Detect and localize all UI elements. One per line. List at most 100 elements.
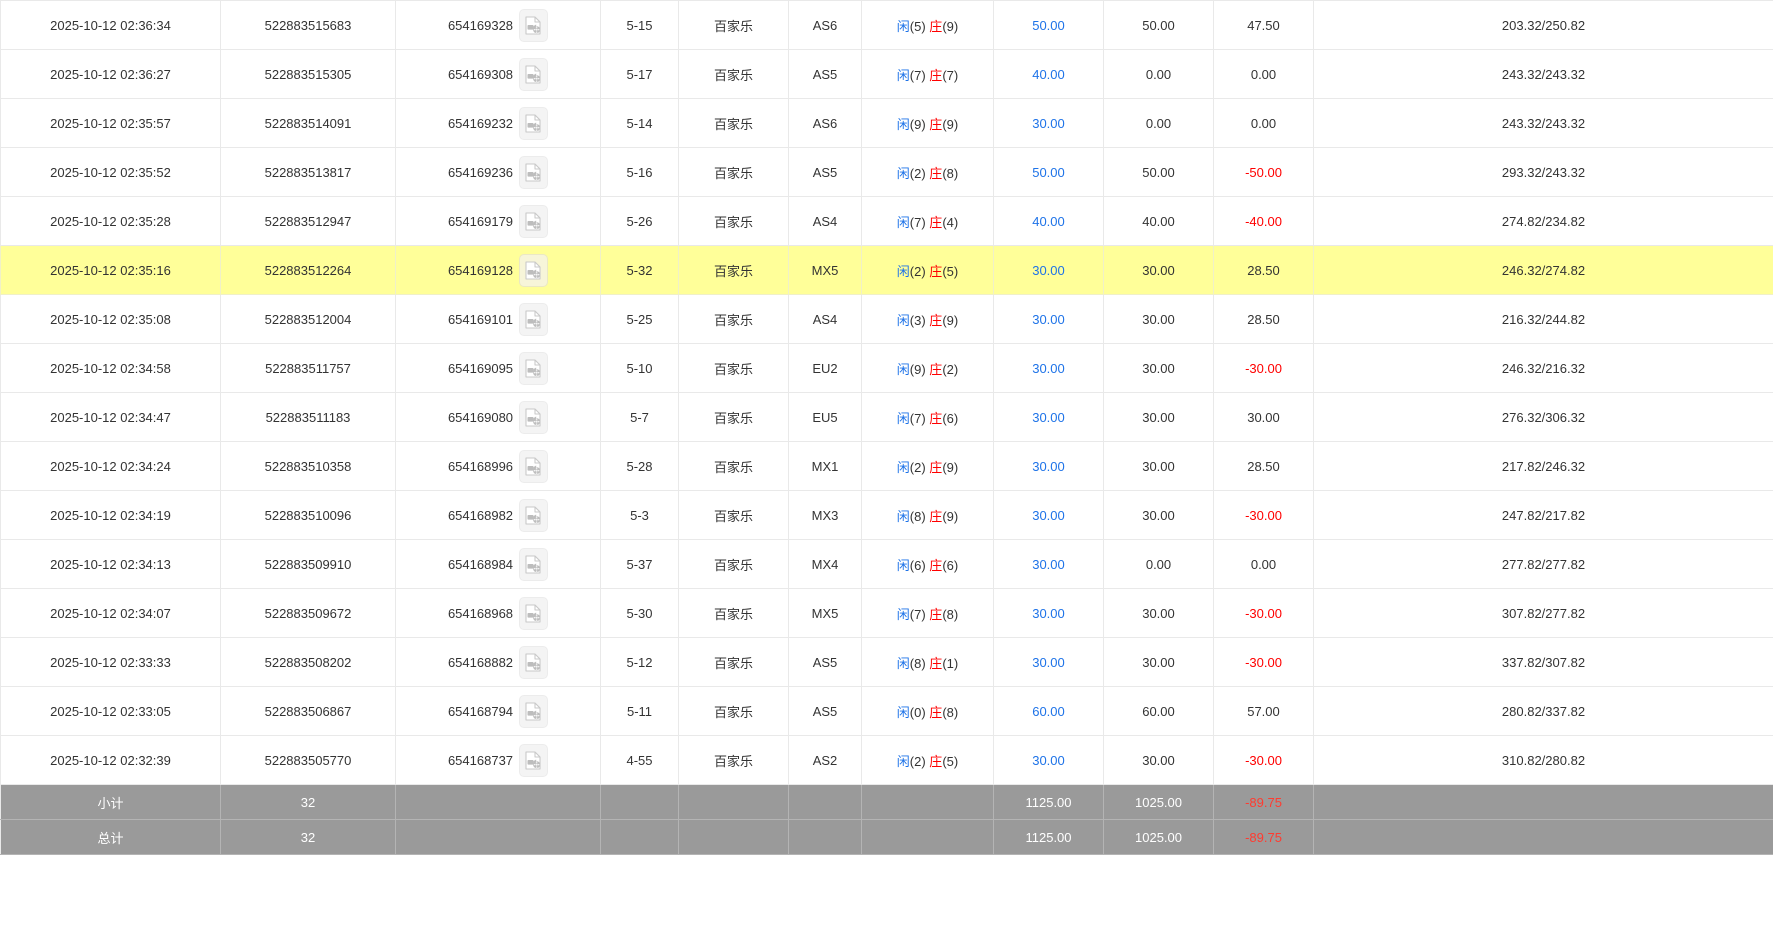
banker-points: (9) (942, 312, 959, 328)
banker-points: (8) (942, 704, 959, 720)
cell-valid-amount: 30.00 (1103, 343, 1214, 393)
video-replay-icon[interactable] (519, 57, 549, 91)
cell-balance: 307.82/277.82 (1313, 588, 1773, 638)
video-replay-icon[interactable] (519, 106, 549, 140)
player-points: (5) (909, 18, 930, 34)
banker-label: 庄 (929, 753, 943, 769)
cell-valid-amount: 40.00 (1103, 196, 1214, 246)
cell-bet-time: 2025-10-12 02:35:16 (0, 245, 221, 295)
video-replay-icon[interactable] (519, 302, 549, 336)
cell-table-code: AS5 (788, 147, 862, 197)
video-replay-icon[interactable] (519, 253, 549, 287)
cell-result: 闲(2) 庄(8) (861, 147, 994, 197)
cell-bet-time: 2025-10-12 02:35:57 (0, 98, 221, 148)
table-row[interactable]: 2025-10-12 02:34:19 522883510096 6541689… (0, 490, 1773, 540)
banker-points: (5) (942, 263, 959, 279)
round-id-text: 654169232 (447, 115, 514, 131)
video-replay-icon[interactable] (519, 155, 549, 189)
round-id-text: 654168968 (447, 605, 514, 621)
cell-bet-time: 2025-10-12 02:34:19 (0, 490, 221, 540)
table-row[interactable]: 2025-10-12 02:33:05 522883506867 6541687… (0, 686, 1773, 736)
round-id-text: 654169101 (447, 311, 514, 327)
video-replay-icon[interactable] (519, 351, 549, 385)
video-replay-icon[interactable] (519, 645, 549, 679)
cell-bet-id: 522883511183 (220, 392, 396, 442)
table-row[interactable]: 2025-10-12 02:35:57 522883514091 6541692… (0, 98, 1773, 148)
cell-shoe-round: 5-11 (600, 686, 679, 736)
video-replay-icon[interactable] (519, 547, 549, 581)
video-replay-icon[interactable] (519, 204, 549, 238)
table-row[interactable]: 2025-10-12 02:35:28 522883512947 6541691… (0, 196, 1773, 246)
cell-payout: 0.00 (1213, 49, 1314, 99)
cell-shoe-round: 5-15 (600, 0, 679, 50)
cell-bet-id: 522883512947 (220, 196, 396, 246)
round-id-text: 654169179 (447, 213, 514, 229)
round-id-text: 654169128 (447, 262, 514, 278)
banker-label: 庄 (929, 18, 943, 34)
cell-valid-amount: 0.00 (1103, 49, 1214, 99)
cell-shoe-round: 5-28 (600, 441, 679, 491)
banker-label: 庄 (929, 704, 943, 720)
cell-result: 闲(8) 庄(9) (861, 490, 994, 540)
cell-round-id: 654168982 (395, 490, 601, 540)
summary-count: 32 (220, 784, 396, 820)
summary-blank-shoe (600, 819, 679, 855)
cell-payout: -50.00 (1213, 147, 1314, 197)
table-row[interactable]: 2025-10-12 02:33:33 522883508202 6541688… (0, 637, 1773, 687)
cell-table-code: AS6 (788, 98, 862, 148)
banker-label: 庄 (929, 361, 943, 377)
table-row[interactable]: 2025-10-12 02:34:24 522883510358 6541689… (0, 441, 1773, 491)
summary-payout: -89.75 (1213, 819, 1314, 855)
table-row[interactable]: 2025-10-12 02:32:39 522883505770 6541687… (0, 735, 1773, 785)
video-replay-icon[interactable] (519, 743, 549, 777)
cell-game-type: 百家乐 (678, 0, 789, 50)
cell-balance: 246.32/274.82 (1313, 245, 1773, 295)
round-id-text: 654169080 (447, 409, 514, 425)
table-row[interactable]: 2025-10-12 02:36:34 522883515683 6541693… (0, 0, 1773, 50)
cell-game-type: 百家乐 (678, 343, 789, 393)
cell-result: 闲(6) 庄(6) (861, 539, 994, 589)
cell-table-code: AS4 (788, 196, 862, 246)
video-replay-icon[interactable] (519, 8, 549, 42)
banker-points: (8) (942, 165, 959, 181)
cell-round-id: 654169232 (395, 98, 601, 148)
cell-bet-amount: 50.00 (993, 0, 1104, 50)
cell-round-id: 654168794 (395, 686, 601, 736)
video-replay-icon[interactable] (519, 596, 549, 630)
player-label: 闲 (896, 655, 910, 671)
summary-payout: -89.75 (1213, 784, 1314, 820)
cell-bet-amount: 30.00 (993, 392, 1104, 442)
video-replay-icon[interactable] (519, 694, 549, 728)
table-row[interactable]: 2025-10-12 02:34:47 522883511183 6541690… (0, 392, 1773, 442)
player-label: 闲 (896, 361, 910, 377)
cell-shoe-round: 5-30 (600, 588, 679, 638)
cell-bet-amount: 30.00 (993, 637, 1104, 687)
table-row[interactable]: 2025-10-12 02:35:08 522883512004 6541691… (0, 294, 1773, 344)
cell-bet-id: 522883505770 (220, 735, 396, 785)
cell-result: 闲(2) 庄(5) (861, 735, 994, 785)
table-row[interactable]: 2025-10-12 02:35:52 522883513817 6541692… (0, 147, 1773, 197)
table-row[interactable]: 2025-10-12 02:34:07 522883509672 6541689… (0, 588, 1773, 638)
table-row[interactable]: 2025-10-12 02:34:13 522883509910 6541689… (0, 539, 1773, 589)
player-label: 闲 (896, 165, 910, 181)
cell-table-code: AS4 (788, 294, 862, 344)
banker-points: (5) (942, 753, 959, 769)
video-replay-icon[interactable] (519, 498, 549, 532)
cell-balance: 246.32/216.32 (1313, 343, 1773, 393)
cell-payout: 0.00 (1213, 539, 1314, 589)
table-row[interactable]: 2025-10-12 02:36:27 522883515305 6541693… (0, 49, 1773, 99)
summary-count: 32 (220, 819, 396, 855)
video-replay-icon[interactable] (519, 449, 549, 483)
cell-payout: 28.50 (1213, 294, 1314, 344)
video-replay-icon[interactable] (519, 400, 549, 434)
cell-bet-amount: 30.00 (993, 588, 1104, 638)
banker-points: (4) (942, 214, 959, 230)
cell-bet-id: 522883514091 (220, 98, 396, 148)
banker-points: (6) (942, 557, 959, 573)
cell-result: 闲(2) 庄(9) (861, 441, 994, 491)
cell-game-type: 百家乐 (678, 245, 789, 295)
table-row[interactable]: 2025-10-12 02:35:16 522883512264 6541691… (0, 245, 1773, 295)
cell-bet-id: 522883506867 (220, 686, 396, 736)
cell-bet-amount: 40.00 (993, 196, 1104, 246)
table-row[interactable]: 2025-10-12 02:34:58 522883511757 6541690… (0, 343, 1773, 393)
